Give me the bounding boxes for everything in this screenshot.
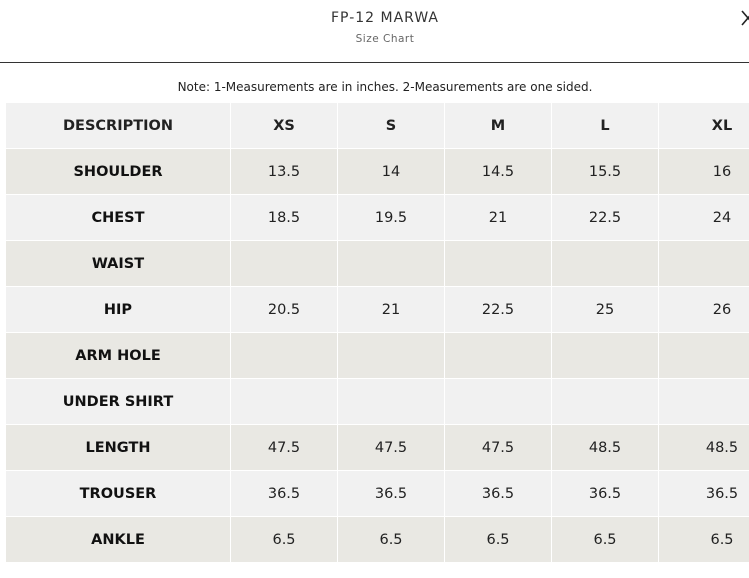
cell: 36.5 [337,470,445,517]
cell: 20.5 [230,286,338,333]
cell: 47.5 [230,424,338,471]
cell: 36.5 [230,470,338,517]
cell: 6.5 [551,516,659,563]
row-label: ARM HOLE [5,332,231,379]
cell [551,332,659,379]
row-label: LENGTH [5,424,231,471]
column-header: XS [230,102,338,149]
column-header: XL [658,102,749,149]
cell [444,378,552,425]
subtitle: Size Chart [355,33,415,45]
cell [444,240,552,287]
close-button[interactable] [740,8,749,28]
cell: 36.5 [444,470,552,517]
table-row: LENGTH 47.5 47.5 47.5 48.5 48.5 [5,424,749,471]
table-row: ARM HOLE [5,332,749,379]
cell: 36.5 [551,470,659,517]
size-table: DESCRIPTION XS S M L XL SHOULDER 13.5 14 14.5 15.5… [5,102,749,563]
cell [551,240,659,287]
cell: 21 [337,286,445,333]
cell: 48.5 [551,424,659,471]
note: Note: 1-Measurements are in inches. 2-Me… [177,80,593,94]
cell: 6.5 [444,516,552,563]
cell: 22.5 [551,194,659,241]
cell [444,332,552,379]
cell [658,378,749,425]
column-header: L [551,102,659,149]
table-row: WAIST [5,240,749,287]
cell [230,240,338,287]
row-label: WAIST [5,240,231,287]
cell [230,332,338,379]
cell: 24 [658,194,749,241]
row-label: CHEST [5,194,231,241]
cell: 14.5 [444,148,552,195]
cell: 16 [658,148,749,195]
cell: 6.5 [230,516,338,563]
table-row: CHEST 18.5 19.5 21 22.5 24 [5,194,749,241]
table-wrap: DESCRIPTION XS S M L XL SHOULDER 13.5 14 14.5 15.5… [5,102,749,572]
cell [230,378,338,425]
table-row: ANKLE 6.5 6.5 6.5 6.5 6.5 [5,516,749,563]
column-header: S [337,102,445,149]
cell: 22.5 [444,286,552,333]
table-row: SHOULDER 13.5 14 14.5 15.5 16 [5,148,749,195]
table-row: UNDER SHIRT [5,378,749,425]
cell [337,240,445,287]
cell: 19.5 [337,194,445,241]
cell: 36.5 [658,470,749,517]
row-label: UNDER SHIRT [5,378,231,425]
cell: 6.5 [658,516,749,563]
cell [658,240,749,287]
modal-header: FP-12 MARWA Size Chart [0,0,749,63]
header-row: DESCRIPTION XS S M L XL [5,102,749,149]
cell [337,332,445,379]
cell: 13.5 [230,148,338,195]
cell [658,332,749,379]
cell: 25 [551,286,659,333]
cell: 18.5 [230,194,338,241]
table-row: HIP 20.5 21 22.5 25 26 [5,286,749,333]
cell [551,378,659,425]
row-label: TROUSER [5,470,231,517]
cell: 14 [337,148,445,195]
table-row: TROUSER 36.5 36.5 36.5 36.5 36.5 [5,470,749,517]
title: FP-12 MARWA [331,10,439,26]
column-header: DESCRIPTION [5,102,231,149]
cell: 21 [444,194,552,241]
row-label: SHOULDER [5,148,231,195]
column-header: M [444,102,552,149]
cell: 47.5 [337,424,445,471]
cell: 48.5 [658,424,749,471]
cell: 47.5 [444,424,552,471]
cell: 6.5 [337,516,445,563]
row-label: HIP [5,286,231,333]
row-label: ANKLE [5,516,231,563]
cell: 15.5 [551,148,659,195]
cell [337,378,445,425]
cell: 26 [658,286,749,333]
